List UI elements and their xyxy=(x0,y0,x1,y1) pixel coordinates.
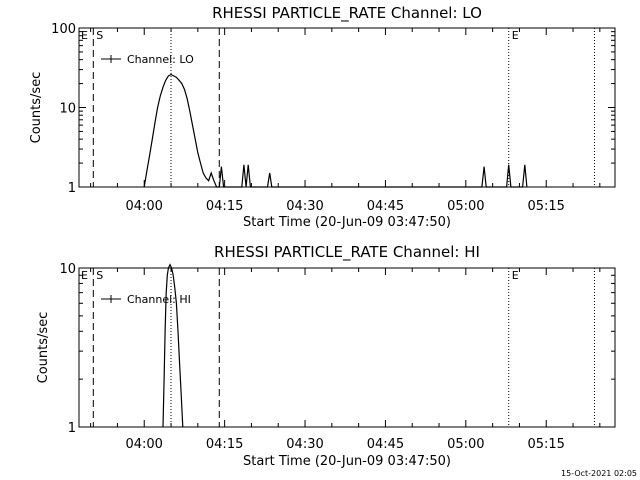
x-tick-label: 04:45 xyxy=(367,199,404,214)
x-tick-label: 04:30 xyxy=(286,199,323,214)
plot-frame xyxy=(78,267,616,428)
y-tick-label: 1 xyxy=(68,421,76,436)
series-line xyxy=(162,263,184,428)
marker-label: E xyxy=(512,29,519,42)
y-tick-label: 10 xyxy=(59,102,76,117)
x-tick-label: 04:45 xyxy=(367,437,404,452)
y-tick-label: 100 xyxy=(51,22,76,37)
chart-title: RHESSI PARTICLE_RATE Channel: HI xyxy=(214,243,480,262)
series-line xyxy=(143,73,528,188)
x-tick-label: 04:00 xyxy=(125,199,162,214)
x-axis-label: Start Time (20-Jun-09 03:47:50) xyxy=(243,454,451,469)
chart-title: RHESSI PARTICLE_RATE Channel: LO xyxy=(212,4,482,23)
x-tick-label: 04:30 xyxy=(286,437,323,452)
timestamp-stamp: 15-Oct-2021 02:05 xyxy=(561,469,637,478)
x-tick-label: 05:15 xyxy=(527,437,564,452)
x-tick-label: 05:00 xyxy=(447,437,484,452)
legend-label: Channel: HI xyxy=(127,293,191,306)
y-tick-label: 1 xyxy=(68,181,76,196)
marker-label: S xyxy=(96,269,103,282)
marker-label: S xyxy=(96,29,103,42)
x-tick-label: 04:15 xyxy=(206,199,243,214)
y-axis-label: Counts/sec xyxy=(36,312,51,384)
chart-lo: RHESSI PARTICLE_RATE Channel: LO 04:00 04:… xyxy=(29,4,616,230)
edge-marker-label: E xyxy=(81,269,88,282)
x-tick-label: 04:00 xyxy=(125,437,162,452)
legend-label: Channel: LO xyxy=(127,53,194,66)
x-tick-label: 05:15 xyxy=(527,199,564,214)
x-tick-label: 04:15 xyxy=(206,437,243,452)
y-axis-label: Counts/sec xyxy=(29,72,44,144)
x-tick-label: 05:00 xyxy=(447,199,484,214)
marker-label: E xyxy=(512,269,519,282)
chart-hi: RHESSI PARTICLE_RATE Channel: HI 04:00 04:… xyxy=(36,243,616,469)
y-tick-label: 10 xyxy=(59,262,76,277)
x-axis-label: Start Time (20-Jun-09 03:47:50) xyxy=(243,215,451,230)
edge-marker-label: E xyxy=(81,29,88,42)
plot-frame xyxy=(78,27,616,188)
